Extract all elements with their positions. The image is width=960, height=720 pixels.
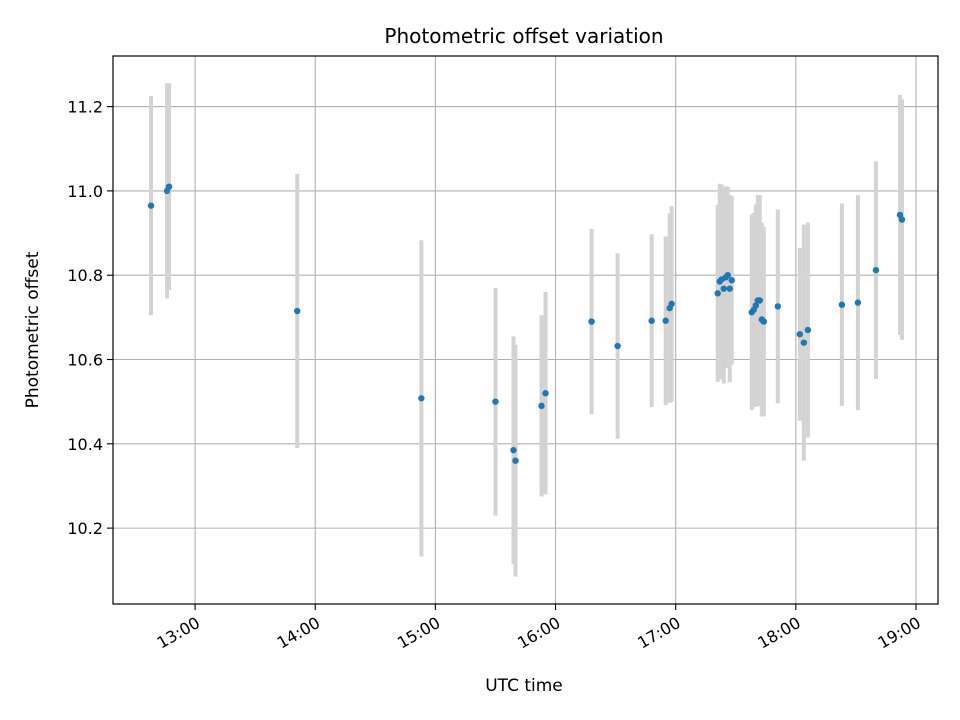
- data-point: [668, 300, 675, 308]
- data-point: [752, 302, 759, 309]
- data-point: [542, 390, 549, 397]
- data-point: [418, 395, 425, 402]
- y-tick-label: 10.2: [67, 519, 103, 538]
- plot-frame: [112, 55, 939, 605]
- data-point: [662, 317, 669, 324]
- data-point: [714, 290, 721, 297]
- data-point: [724, 272, 731, 279]
- data-point: [294, 307, 301, 315]
- data-point: [538, 402, 545, 410]
- y-tick-label: 10.6: [67, 351, 103, 370]
- y-axis: 10.2 10.4 10.6 10.8 11.0 11.2: [67, 98, 113, 538]
- data-point: [588, 318, 595, 325]
- data-point: [838, 301, 846, 308]
- data-point: [492, 398, 499, 405]
- data-point: [872, 266, 880, 274]
- data-point: [898, 216, 906, 223]
- data-point: [756, 297, 763, 304]
- y-tick-label: 10.4: [67, 435, 103, 454]
- y-tick-label: 11.2: [67, 98, 103, 117]
- data-points: [147, 183, 906, 464]
- data-point: [510, 446, 517, 454]
- data-point: [804, 326, 812, 334]
- y-tick-label: 10.8: [67, 266, 103, 285]
- data-point: [614, 342, 621, 350]
- data-point: [796, 331, 804, 338]
- data-point: [512, 457, 519, 464]
- data-point: [648, 317, 655, 324]
- data-point: [800, 339, 808, 346]
- data-point: [720, 285, 727, 292]
- data-point: [760, 318, 767, 325]
- data-point: [774, 303, 782, 310]
- data-point: [854, 299, 862, 306]
- chart-title: Photometric offset variation: [384, 24, 663, 48]
- y-axis-label: Photometric offset: [23, 251, 43, 408]
- data-point: [165, 183, 173, 190]
- data-point: [726, 285, 733, 292]
- x-axis-label: UTC time: [485, 676, 563, 696]
- data-point: [728, 277, 735, 284]
- y-tick-label: 11.0: [67, 182, 103, 201]
- data-point: [147, 202, 155, 209]
